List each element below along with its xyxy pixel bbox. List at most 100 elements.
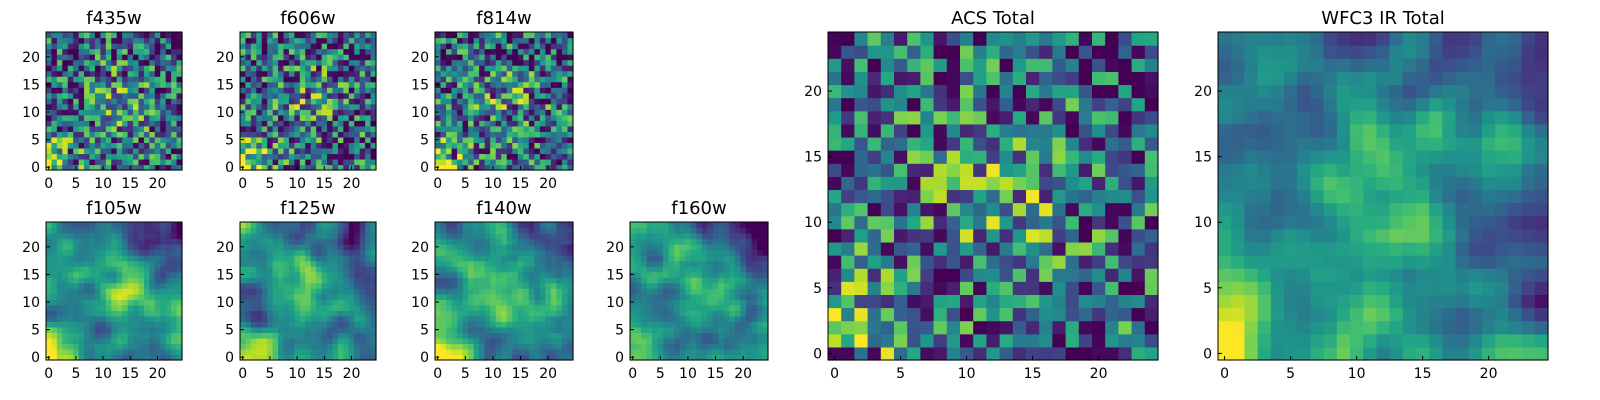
- heatmap-cell: [1052, 268, 1067, 282]
- heatmap-cell: [462, 227, 469, 234]
- heatmap-cell: [354, 120, 361, 127]
- heatmap-cell: [440, 332, 447, 339]
- heatmap-cell: [316, 277, 323, 284]
- heatmap-cell: [534, 142, 541, 149]
- heatmap-cell: [729, 326, 736, 333]
- heatmap-cell: [734, 354, 741, 361]
- heatmap-cell: [446, 147, 453, 155]
- heatmap-cell: [479, 136, 486, 143]
- heatmap-cell: [1052, 215, 1067, 230]
- heatmap-cell: [149, 255, 156, 262]
- heatmap-cell: [294, 299, 301, 306]
- heatmap-cell: [321, 255, 328, 262]
- heatmap-cell: [267, 293, 274, 300]
- heatmap-cell: [707, 238, 714, 245]
- heatmap-cell: [854, 294, 869, 309]
- heatmap-cell: [327, 310, 334, 317]
- heatmap-cell: [867, 97, 882, 112]
- heatmap-cell: [310, 147, 317, 155]
- x-tick-label: 10: [679, 366, 697, 382]
- heatmap-cell: [550, 304, 558, 311]
- heatmap-cell: [718, 321, 725, 328]
- heatmap-cell: [528, 125, 535, 132]
- heatmap-cell: [343, 54, 350, 61]
- heatmap-cell: [348, 227, 355, 234]
- heatmap-cell: [440, 310, 447, 317]
- heatmap-cell: [348, 109, 355, 116]
- heatmap-cell: [332, 142, 339, 149]
- heatmap-cell: [89, 299, 96, 306]
- heatmap-cell: [501, 109, 508, 116]
- heatmap-cell: [316, 293, 323, 300]
- heatmap-cell: [51, 348, 58, 356]
- heatmap-cell: [946, 58, 961, 72]
- heatmap-cell: [250, 255, 257, 262]
- heatmap-cell: [267, 59, 274, 66]
- heatmap-cell: [51, 337, 58, 345]
- heatmap-cell: [365, 288, 372, 295]
- heatmap-cell: [756, 321, 764, 328]
- heatmap-cell: [127, 48, 134, 55]
- heatmap-cell: [762, 271, 769, 278]
- heatmap-cell: [116, 32, 123, 39]
- heatmap-cell: [94, 310, 101, 317]
- heatmap-cell: [337, 114, 344, 121]
- heatmap-cell: [250, 271, 257, 278]
- heatmap-cell: [122, 321, 129, 328]
- heatmap-cell: [528, 54, 535, 61]
- heatmap-cell: [272, 109, 279, 116]
- heatmap-cell: [272, 260, 279, 267]
- heatmap-cell: [343, 103, 350, 110]
- heatmap-cell: [723, 288, 730, 295]
- heatmap-cell: [283, 147, 290, 155]
- heatmap-cell: [841, 136, 855, 151]
- heatmap-cell: [1052, 228, 1067, 243]
- heatmap-cell: [440, 249, 447, 256]
- heatmap-cell: [111, 354, 118, 361]
- heatmap-cell: [501, 48, 508, 55]
- heatmap-cell: [67, 299, 74, 306]
- heatmap-cell: [674, 321, 681, 328]
- heatmap-cell: [696, 260, 703, 267]
- heatmap-cell: [316, 125, 323, 132]
- heatmap-cell: [1052, 97, 1067, 112]
- heatmap-cell: [674, 255, 681, 262]
- heatmap-cell: [89, 109, 96, 116]
- heatmap-cell: [365, 136, 372, 143]
- heatmap-cell: [960, 241, 974, 256]
- heatmap-cell: [127, 37, 134, 44]
- heatmap-cell: [517, 131, 524, 138]
- heatmap-cell: [506, 125, 513, 132]
- heatmap-cell: [138, 48, 145, 55]
- heatmap-cell: [154, 158, 161, 166]
- heatmap-cell: [490, 222, 497, 229]
- heatmap-cell: [696, 293, 703, 300]
- heatmap-cell: [501, 54, 508, 61]
- heatmap-cell: [56, 81, 63, 88]
- heatmap-cell: [316, 227, 323, 234]
- heatmap-cell: [468, 59, 475, 66]
- heatmap-cell: [484, 120, 491, 127]
- heatmap-cell: [1052, 294, 1067, 309]
- heatmap-cell: [133, 37, 140, 44]
- heatmap-cell: [332, 304, 339, 311]
- heatmap-cell: [1039, 228, 1053, 243]
- heatmap-cell: [337, 299, 344, 306]
- heatmap-cell: [94, 233, 101, 240]
- heatmap-cell: [133, 114, 140, 121]
- heatmap-cell: [316, 288, 323, 295]
- heatmap-cell: [62, 299, 69, 306]
- heatmap-cell: [176, 59, 183, 66]
- heatmap-cell: [154, 81, 161, 88]
- heatmap-cell: [94, 48, 101, 55]
- heatmap-cell: [740, 299, 747, 306]
- heatmap-cell: [294, 282, 301, 289]
- heatmap-cell: [100, 277, 107, 284]
- heatmap-cell: [490, 315, 497, 322]
- heatmap-cell: [652, 244, 659, 251]
- heatmap-cell: [468, 142, 475, 149]
- heatmap-cell: [561, 337, 569, 345]
- heatmap-cell: [359, 277, 366, 284]
- heatmap-cell: [165, 153, 172, 160]
- heatmap-cell: [517, 249, 524, 256]
